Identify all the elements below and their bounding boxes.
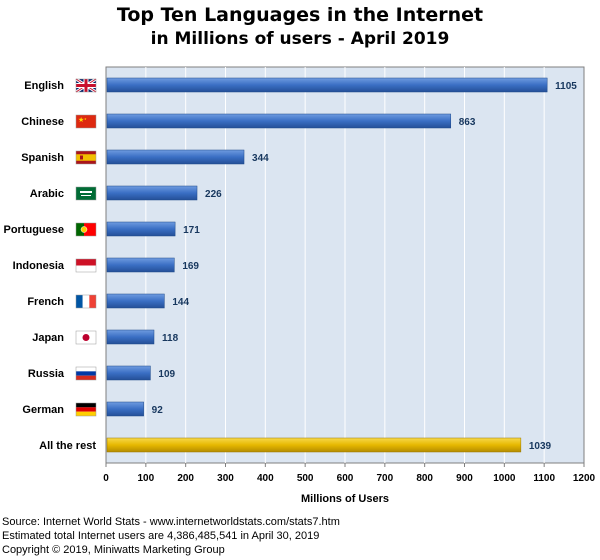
category-label: Japan: [32, 332, 64, 344]
chart-title-line2: in Millions of users - April 2019: [150, 29, 450, 49]
category-label: Indonesia: [13, 260, 65, 272]
estimate-note: Estimated total Internet users are 4,386…: [2, 530, 320, 542]
category-label: Russia: [28, 368, 65, 380]
x-axis-label: Millions of Users: [301, 493, 389, 505]
value-label: 1105: [555, 81, 577, 92]
value-label: 109: [158, 369, 175, 380]
x-tick-label: 200: [177, 473, 194, 484]
svg-text:★: ★: [84, 117, 87, 121]
value-label: 226: [205, 189, 222, 200]
value-label: 863: [459, 117, 476, 128]
value-label: 344: [252, 153, 269, 164]
category-label: English: [24, 80, 64, 92]
x-tick-label: 100: [137, 473, 154, 484]
bar: [106, 149, 245, 165]
france-flag-icon: [75, 294, 97, 309]
uk-flag-icon: [75, 77, 97, 94]
value-label: 171: [183, 225, 200, 236]
value-label: 118: [162, 333, 179, 344]
bar: [106, 401, 144, 417]
germany-flag-icon: [75, 402, 97, 417]
russia-flag-icon: [75, 366, 97, 381]
x-tick-label: 900: [456, 473, 473, 484]
category-label: French: [27, 296, 64, 308]
bar: [106, 293, 165, 309]
grid-lines: [105, 67, 585, 467]
x-tick-label: 0: [103, 473, 109, 484]
bar: [106, 365, 151, 381]
labels: 0 100 200 300 400 500 600 700 800 900 1000 1100 1200…: [3, 80, 595, 484]
indonesia-flag-icon: [75, 258, 97, 273]
category-label: Arabic: [30, 188, 64, 200]
x-tick-label: 800: [416, 473, 433, 484]
value-label: 169: [182, 261, 199, 272]
bar: [106, 185, 198, 201]
category-label: All the rest: [39, 440, 96, 452]
bar: [106, 329, 155, 345]
china-flag-icon: ★ ★: [75, 114, 97, 129]
category-label: Portuguese: [3, 224, 64, 236]
svg-text:★: ★: [78, 116, 84, 124]
x-tick-label: 1000: [493, 473, 516, 484]
x-tick-label: 1200: [573, 473, 596, 484]
category-label: Spanish: [21, 152, 64, 164]
bar: [106, 113, 452, 129]
value-label: 144: [172, 297, 189, 308]
bar: [106, 77, 548, 93]
portugal-flag-icon: [75, 222, 97, 237]
x-tick-label: 400: [257, 473, 274, 484]
category-label: German: [22, 404, 64, 416]
bar: [106, 257, 175, 273]
bar: [106, 221, 176, 237]
x-tick-label: 700: [376, 473, 393, 484]
x-tick-label: 300: [217, 473, 234, 484]
value-label: 1039: [529, 441, 552, 452]
copyright-note: Copyright © 2019, Miniwatts Marketing Gr…: [2, 544, 225, 556]
x-tick-label: 1100: [533, 473, 555, 484]
flags: ★ ★: [75, 77, 97, 417]
japan-flag-icon: [75, 330, 97, 345]
spain-flag-icon: [75, 150, 97, 165]
chart-title-line1: Top Ten Languages in the Internet: [116, 4, 484, 26]
category-label: Chinese: [21, 116, 64, 128]
bars: [106, 77, 548, 453]
x-tick-label: 600: [337, 473, 354, 484]
bar: [106, 437, 522, 453]
saudi-flag-icon: [75, 186, 97, 201]
x-tick-label: 500: [297, 473, 314, 484]
value-label: 92: [152, 405, 164, 416]
source-note: Source: Internet World Stats - www.inter…: [2, 516, 340, 528]
